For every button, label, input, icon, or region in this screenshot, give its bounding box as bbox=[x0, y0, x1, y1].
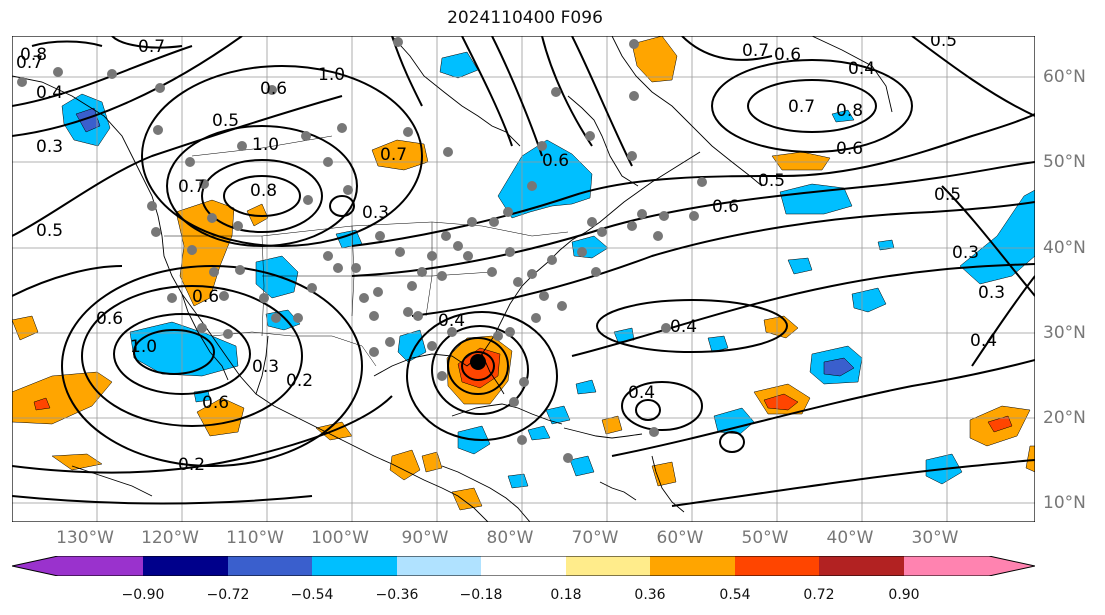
colorbar-segment bbox=[650, 556, 735, 576]
contour-label: 0.4 bbox=[848, 59, 875, 79]
contour-label: 0.5 bbox=[934, 185, 961, 205]
negative-shading bbox=[61, 51, 1035, 489]
lon-label: 40°W bbox=[826, 528, 874, 548]
colorbar-segment bbox=[228, 556, 312, 576]
contour-label: 0.6 bbox=[260, 79, 287, 99]
contour-label: 0.6 bbox=[836, 139, 863, 159]
colorbar-tick-label: 0.90 bbox=[888, 587, 920, 603]
lat-label: 20°N bbox=[1043, 408, 1086, 428]
colorbar-tick-label: 0.54 bbox=[719, 587, 751, 603]
lon-label: 50°W bbox=[741, 528, 789, 548]
contour-label: 0.3 bbox=[36, 137, 63, 157]
contour-label: 0.5 bbox=[930, 36, 957, 51]
lat-label: 60°N bbox=[1043, 67, 1086, 87]
colorbar-segment bbox=[481, 556, 566, 576]
colorbar-segment bbox=[735, 556, 819, 576]
colorbar-tick-label: 0.36 bbox=[634, 587, 666, 603]
lat-label: 50°N bbox=[1043, 152, 1086, 172]
cyclone-center-marker bbox=[470, 354, 486, 370]
lon-label: 30°W bbox=[911, 528, 959, 548]
colorbar-tick-label: 0.18 bbox=[550, 587, 582, 603]
contour-label: 0.5 bbox=[36, 221, 63, 241]
lon-label: 100°W bbox=[311, 528, 369, 548]
contour-label: 0.4 bbox=[36, 83, 63, 103]
colorbar-segment bbox=[143, 556, 228, 576]
contour-label: 0.3 bbox=[362, 203, 389, 223]
lon-label: 130°W bbox=[56, 528, 114, 548]
colorbar-segment bbox=[904, 556, 1035, 576]
contour-label: 1.0 bbox=[130, 337, 157, 357]
lon-label: 70°W bbox=[571, 528, 619, 548]
colorbar-segment bbox=[566, 556, 650, 576]
colorbar bbox=[12, 556, 1035, 576]
colorbar-tick-label: −0.36 bbox=[375, 587, 419, 603]
colorbar-tick-label: 0.72 bbox=[803, 587, 835, 603]
contour-label: 0.8 bbox=[20, 45, 47, 65]
contour-label: 0.4 bbox=[628, 383, 655, 403]
contour-label: 0.7 bbox=[138, 37, 165, 57]
contour-label: 0.3 bbox=[252, 357, 279, 377]
lon-label: 80°W bbox=[486, 528, 534, 548]
contour-label: 0.6 bbox=[202, 393, 229, 413]
contour-label: 0.5 bbox=[212, 111, 239, 131]
lon-label: 120°W bbox=[141, 528, 199, 548]
colorbar-tick-label: −0.72 bbox=[206, 587, 250, 603]
colorbar-tick-label: −0.90 bbox=[121, 587, 165, 603]
colorbar-segment bbox=[312, 556, 397, 576]
coastlines bbox=[12, 36, 893, 522]
colorbar-segment bbox=[397, 556, 481, 576]
contour-label: 0.6 bbox=[96, 309, 123, 329]
contour-label: 0.2 bbox=[178, 455, 205, 475]
contour-label: 0.6 bbox=[542, 151, 569, 171]
contour-label: 1.0 bbox=[252, 135, 279, 155]
contour-label: 0.3 bbox=[952, 243, 979, 263]
contour-label: 0.6 bbox=[774, 45, 801, 65]
map-title: 2024110400 F096 bbox=[447, 8, 603, 28]
contour-label: 0.4 bbox=[438, 311, 465, 331]
contour-label: 0.8 bbox=[836, 101, 863, 121]
contour-label: 0.7 bbox=[178, 177, 205, 197]
lat-label: 40°N bbox=[1043, 238, 1086, 258]
contour-label: 0.6 bbox=[712, 197, 739, 217]
lon-label: 90°W bbox=[401, 528, 449, 548]
lat-label: 30°N bbox=[1043, 323, 1086, 343]
contour-label: 0.7 bbox=[788, 97, 815, 117]
forecast-map: 0.8 0.7 0.7 0.4 0.3 0.5 0.7 0.5 1.0 0.6 … bbox=[12, 36, 1035, 522]
contour-label: 1.0 bbox=[318, 65, 345, 85]
contour-label: 0.5 bbox=[758, 171, 785, 191]
station-dots bbox=[17, 37, 707, 463]
colorbar-tick-label: −0.54 bbox=[290, 587, 334, 603]
contour-label: 0.3 bbox=[978, 283, 1005, 303]
lat-label: 10°N bbox=[1043, 493, 1086, 513]
negative-deep-shading bbox=[75, 107, 855, 377]
colorbar-segment bbox=[819, 556, 904, 576]
contour-label: 0.6 bbox=[192, 287, 219, 307]
lon-label: 110°W bbox=[226, 528, 284, 548]
contour-label: 0.7 bbox=[380, 145, 407, 165]
contour-label: 0.7 bbox=[742, 41, 769, 61]
contour-label: 0.8 bbox=[250, 181, 277, 201]
colorbar-tick-label: −0.18 bbox=[459, 587, 503, 603]
contour-label: 0.2 bbox=[286, 371, 313, 391]
contour-label: 0.7 bbox=[16, 53, 43, 73]
colorbar-segment bbox=[12, 556, 143, 576]
lon-label: 60°W bbox=[656, 528, 704, 548]
contour-label: 0.4 bbox=[670, 317, 697, 337]
contour-label: 0.4 bbox=[970, 331, 997, 351]
